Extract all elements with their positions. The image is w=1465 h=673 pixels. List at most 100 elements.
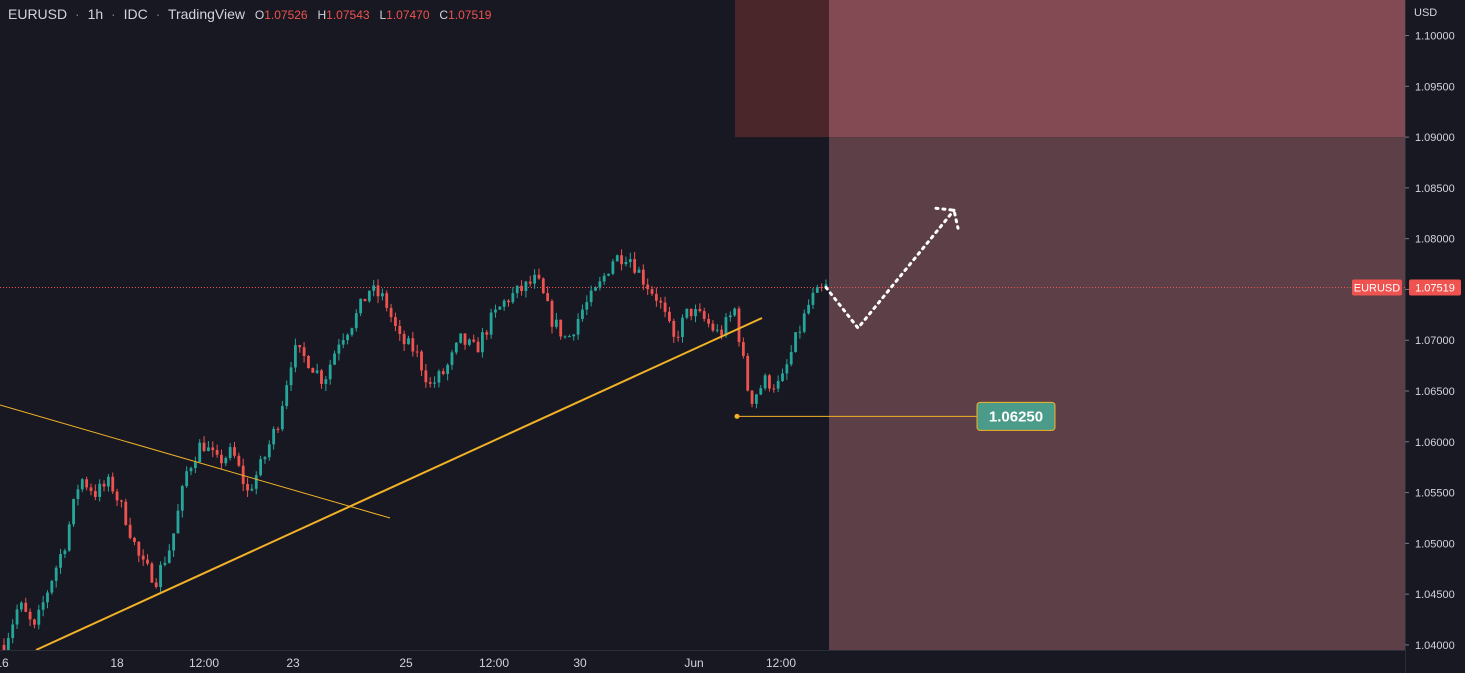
candle xyxy=(611,258,615,276)
candle-body xyxy=(363,298,367,302)
candle-body xyxy=(511,293,515,303)
candle xyxy=(233,441,236,459)
candle xyxy=(698,303,702,313)
candle-body xyxy=(450,352,454,365)
price-axis-bg[interactable] xyxy=(1405,0,1465,673)
candle-body xyxy=(380,293,384,297)
candle-body xyxy=(63,550,67,555)
candle xyxy=(685,308,689,320)
candle xyxy=(372,279,376,297)
candle-body xyxy=(59,554,62,568)
candle-body xyxy=(267,444,271,458)
candle-body xyxy=(641,269,645,285)
candle-body xyxy=(324,379,328,384)
candle xyxy=(672,318,676,343)
candle-body xyxy=(289,367,293,386)
candle xyxy=(541,277,545,295)
interval-label[interactable]: 1h xyxy=(87,6,104,22)
candle xyxy=(159,561,162,592)
candle-body xyxy=(594,287,597,291)
symbol-badge[interactable] xyxy=(1352,279,1402,296)
candle-body xyxy=(707,318,710,324)
candle-body xyxy=(441,371,445,374)
candle-body xyxy=(228,447,232,458)
last-price-badge[interactable] xyxy=(1409,279,1461,296)
time-axis-bg[interactable] xyxy=(0,650,1405,673)
candle-body xyxy=(728,315,732,318)
candle-body xyxy=(520,285,523,291)
candle-body xyxy=(567,336,571,338)
candle xyxy=(763,373,767,391)
candle xyxy=(289,361,293,392)
candle-body xyxy=(815,287,819,293)
candle xyxy=(54,565,58,588)
candle-body xyxy=(702,311,706,319)
candle-body xyxy=(528,281,532,284)
candle-body xyxy=(180,486,184,511)
candle xyxy=(746,353,750,392)
candle-body xyxy=(798,331,802,333)
price-axis: USD 1.10000 1.09500 1.09000 1.08500 1.08000 1.… xyxy=(1352,0,1465,673)
exchange-label: IDC xyxy=(123,6,148,22)
candle-body xyxy=(733,308,737,316)
candle-body xyxy=(554,319,558,327)
candle xyxy=(350,327,354,337)
candle xyxy=(789,345,793,367)
target-label-box[interactable] xyxy=(976,401,1056,431)
candle-body xyxy=(820,287,824,289)
candle xyxy=(641,264,645,290)
price-tick-label: 1.09500 xyxy=(1415,81,1455,93)
candle xyxy=(711,320,715,333)
ohlc-close-key: C xyxy=(439,8,449,22)
candle xyxy=(646,278,650,295)
zone-lower[interactable] xyxy=(829,137,1405,650)
candle xyxy=(650,285,654,296)
candle-body xyxy=(2,644,6,654)
candle-body xyxy=(524,281,528,291)
candle xyxy=(276,426,280,434)
candle xyxy=(420,349,423,377)
candle xyxy=(141,549,145,566)
candle xyxy=(189,466,193,476)
candle xyxy=(576,313,580,340)
candle xyxy=(589,285,593,307)
candle xyxy=(481,328,484,358)
candle xyxy=(598,276,602,291)
candle-body xyxy=(402,333,406,345)
candle-body xyxy=(598,281,602,288)
projection-line[interactable] xyxy=(824,208,956,331)
candle xyxy=(594,286,597,292)
last-price-badge-text: 1.07519 xyxy=(1415,283,1455,295)
candle xyxy=(524,280,528,298)
trendline-descending[interactable] xyxy=(0,404,391,519)
candle-body xyxy=(433,382,436,384)
candle xyxy=(394,312,397,332)
candle-body xyxy=(515,285,519,294)
candle xyxy=(485,329,489,340)
trendline-ascending[interactable] xyxy=(35,317,763,651)
candle-body xyxy=(602,275,606,282)
price-tick-label: 1.05500 xyxy=(1415,488,1455,500)
candle-body xyxy=(698,309,702,312)
candle-body xyxy=(276,428,280,430)
zones xyxy=(735,0,1405,650)
candle xyxy=(459,333,463,344)
candle xyxy=(33,618,36,629)
candle xyxy=(72,498,75,527)
candle xyxy=(15,604,19,630)
candle-body xyxy=(37,609,41,625)
candle-body xyxy=(576,318,580,335)
candle xyxy=(324,375,328,391)
candle xyxy=(663,296,667,318)
candle-body xyxy=(359,298,363,314)
candle-body xyxy=(768,375,771,389)
candle xyxy=(581,304,584,322)
candle-body xyxy=(615,255,619,262)
candle xyxy=(755,393,758,409)
ohlc-open-key: O xyxy=(254,8,265,22)
symbol-label[interactable]: EURUSD xyxy=(8,6,68,22)
candle-body xyxy=(76,489,80,499)
zone-upper[interactable] xyxy=(829,0,1405,138)
time-tick-label: 18 xyxy=(110,656,124,670)
